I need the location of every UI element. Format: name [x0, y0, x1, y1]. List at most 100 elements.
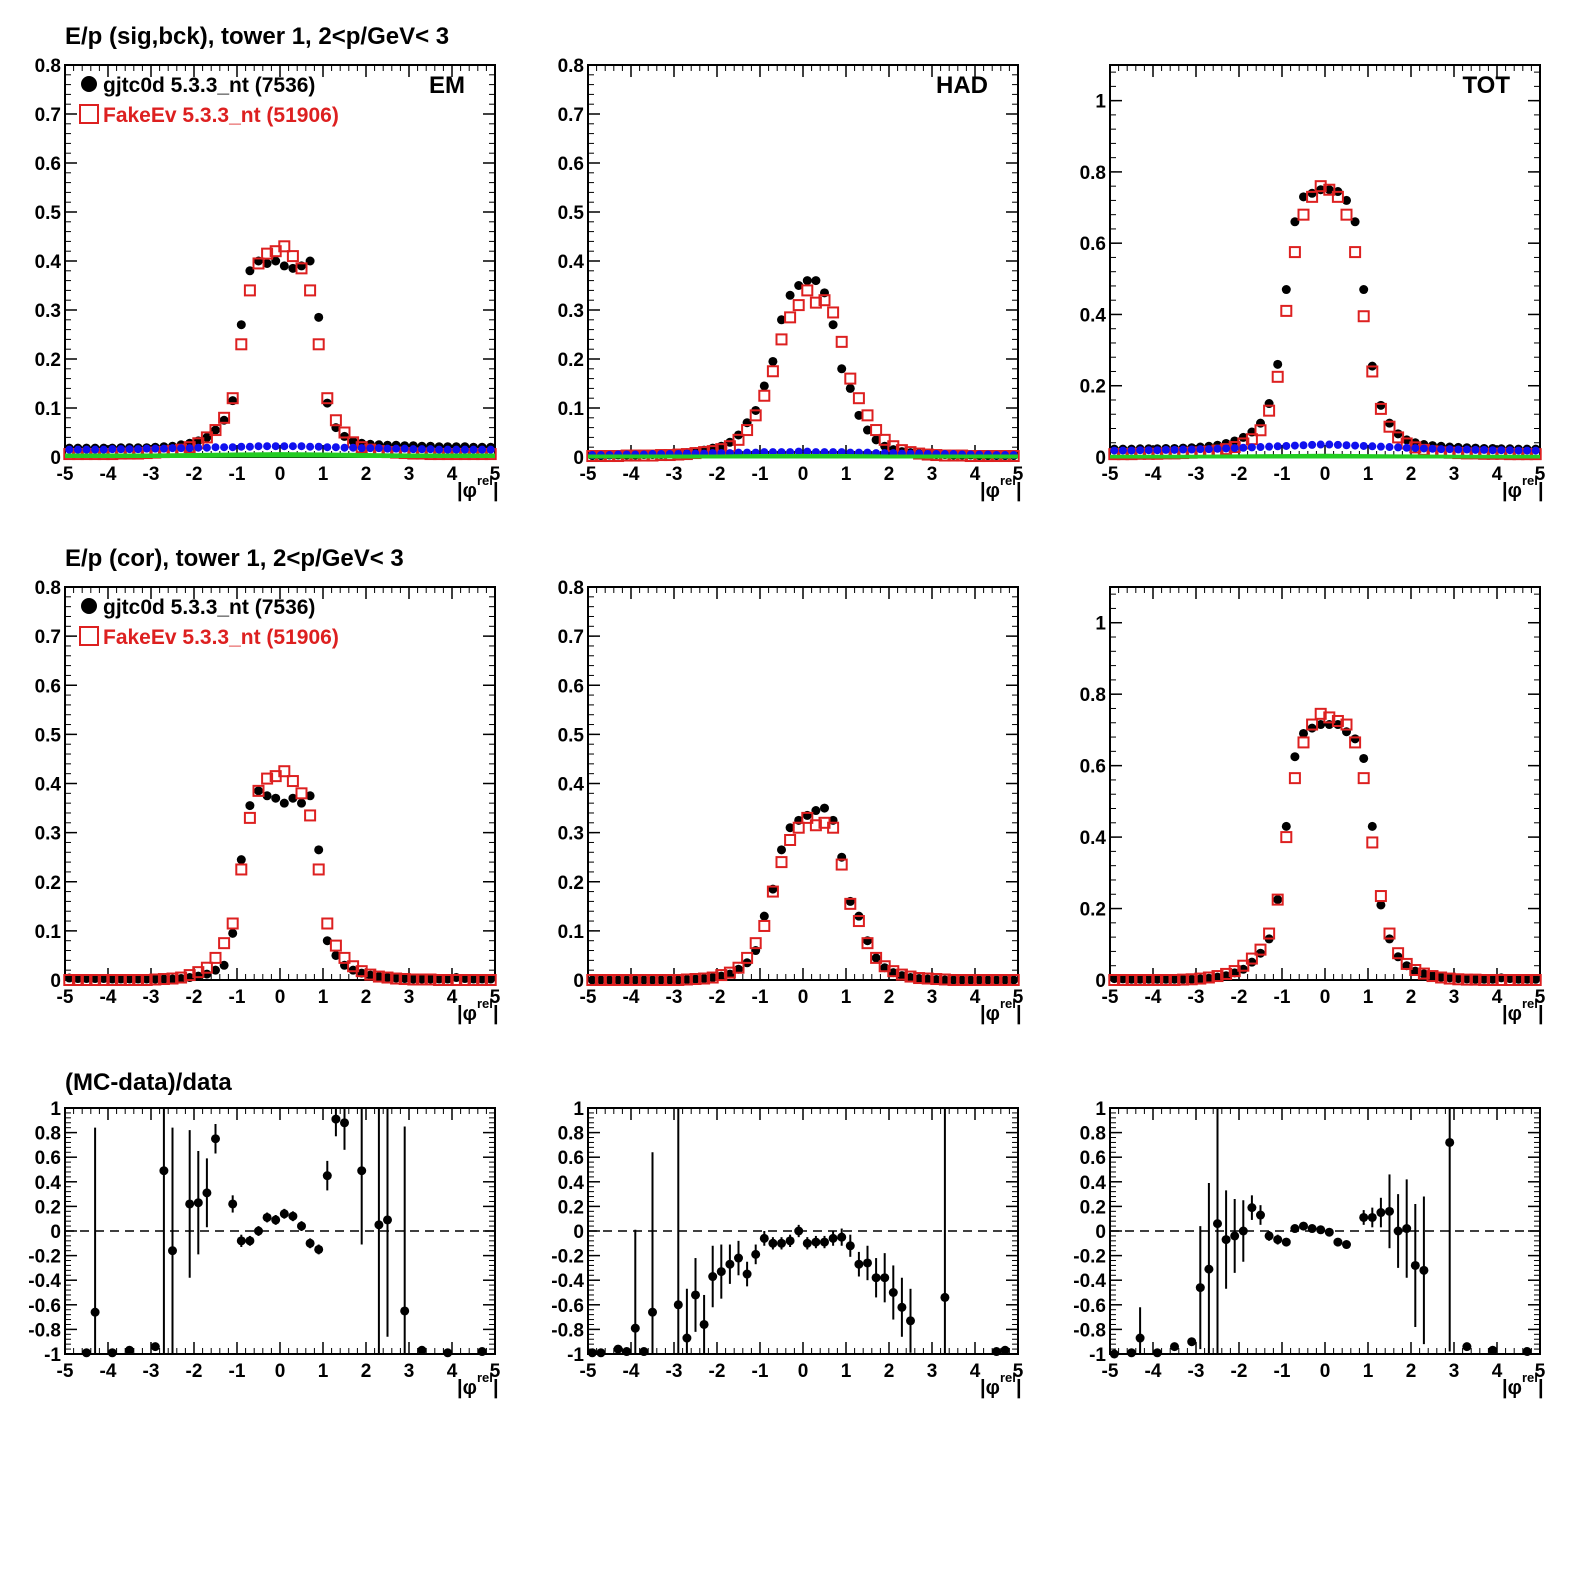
x-tick-label: 4	[447, 987, 458, 1008]
point-bkg-data	[1265, 442, 1274, 451]
point-mc	[1211, 970, 1224, 983]
point-ratio	[1247, 1203, 1257, 1213]
point-data	[1385, 418, 1394, 428]
y-tick-label: 0.1	[35, 922, 62, 943]
y-tick-label: 0.2	[558, 350, 584, 371]
point-mc	[930, 973, 943, 986]
point-data	[417, 974, 427, 984]
x-axis-label-close: |	[493, 1003, 499, 1025]
y-tick-label: 0.6	[1080, 234, 1106, 255]
point-data	[279, 798, 289, 808]
point-mc	[1417, 967, 1430, 980]
point-mc	[252, 257, 265, 270]
x-tick-label: -1	[229, 464, 246, 485]
point-bkg-data	[357, 444, 366, 453]
point-bkg-data	[1222, 444, 1231, 453]
point-mc	[304, 809, 317, 822]
legend-marker-data	[81, 76, 97, 92]
point-data	[587, 975, 597, 985]
x-tick-label: 2	[884, 1361, 895, 1382]
point-data	[211, 425, 220, 435]
x-tick-label: -2	[709, 464, 726, 485]
y-tick-label: 0.8	[35, 578, 61, 599]
x-tick-label: 0	[798, 987, 809, 1008]
point-ratio	[1393, 1226, 1403, 1236]
point-bkg-data	[331, 443, 340, 452]
point-mc	[1151, 974, 1164, 986]
point-data	[245, 266, 255, 276]
point-data	[699, 974, 709, 984]
point-bkg-data	[1325, 440, 1334, 449]
point-ratio	[992, 1347, 1001, 1357]
point-data	[1359, 753, 1369, 763]
point-mc	[749, 937, 762, 950]
point-mc	[484, 974, 497, 986]
y-tick-label: 0.1	[558, 399, 585, 420]
legend-label-data: gjtc0d 5.3.3_nt (7536)	[103, 596, 315, 619]
point-data	[1359, 285, 1369, 295]
point-data	[314, 312, 324, 322]
y-tick-label: 0.8	[35, 56, 61, 77]
point-ratio	[777, 1238, 786, 1248]
point-bkg-data	[1497, 446, 1506, 455]
point-data	[460, 974, 470, 984]
point-bkg-data	[237, 442, 246, 451]
point-bkg-data	[409, 445, 418, 454]
x-tick-label: -3	[143, 464, 160, 485]
point-ratio	[417, 1345, 427, 1355]
point-ratio	[587, 1348, 597, 1358]
y-tick-label: 0.4	[558, 252, 585, 273]
point-mc	[1331, 190, 1344, 203]
point-mc	[904, 970, 917, 983]
y-tick-label: 0.3	[558, 824, 584, 845]
point-bkg-data	[1488, 446, 1497, 455]
x-tick-label: -1	[1274, 987, 1291, 1008]
point-data	[734, 964, 743, 974]
x-tick-label: -5	[580, 464, 597, 485]
point-data	[1350, 217, 1360, 227]
x-tick-label: -5	[1102, 1361, 1119, 1382]
point-bkg-data	[469, 445, 478, 454]
point-ratio	[297, 1221, 306, 1231]
point-data	[992, 975, 1001, 985]
point-data	[871, 435, 881, 445]
point-mc	[209, 424, 222, 437]
point-mc	[835, 335, 848, 348]
point-data	[1299, 728, 1308, 738]
point-mc	[835, 858, 848, 871]
point-data	[940, 975, 950, 985]
x-tick-label: 5	[1013, 1361, 1024, 1382]
x-axis-label-close: |	[1016, 1377, 1022, 1399]
point-mc	[1366, 836, 1379, 849]
point-ratio	[1410, 1260, 1420, 1270]
point-data	[1324, 185, 1334, 195]
point-bkg-data	[383, 444, 392, 453]
point-data	[888, 968, 898, 978]
point-bkg-data	[1179, 445, 1188, 454]
y-tick-label: 0.7	[558, 105, 584, 126]
point-bkg-data	[323, 443, 332, 452]
point-data	[82, 974, 91, 984]
point-data	[348, 436, 358, 446]
point-mc	[1185, 973, 1198, 986]
point-data	[897, 971, 907, 981]
point-mc	[364, 968, 377, 981]
point-mc	[1314, 707, 1327, 720]
point-mc	[321, 392, 334, 405]
point-mc	[304, 284, 317, 297]
x-tick-label: -5	[57, 464, 74, 485]
point-mc	[921, 972, 934, 985]
point-ratio	[1419, 1265, 1429, 1275]
point-bkg-data	[91, 445, 100, 454]
point-data	[820, 803, 829, 813]
point-data	[1350, 734, 1360, 744]
y-tick-label: 0.1	[35, 399, 62, 420]
point-data	[665, 975, 675, 985]
point-bkg-data	[1204, 445, 1213, 454]
point-bkg-data	[366, 444, 375, 453]
point-data	[271, 793, 281, 803]
point-ratio	[906, 1316, 915, 1326]
x-tick-label: -5	[580, 987, 597, 1008]
y-tick-label: 0.4	[35, 775, 62, 796]
